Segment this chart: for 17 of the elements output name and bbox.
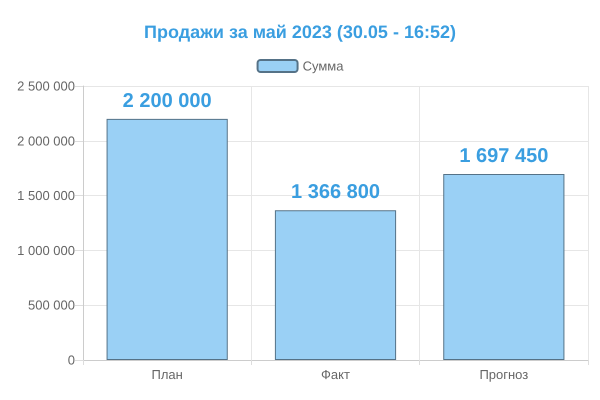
y-tick-label: 2 500 000 [17,78,75,94]
x-tick-label: План [151,367,183,382]
y-tick-label: 0 [68,352,75,368]
data-label: 1 366 800 [291,181,380,204]
bar [106,118,228,360]
y-tick-label: 1 000 000 [17,242,75,258]
chart-title: Продажи за май 2023 (30.05 - 16:52) [144,22,456,42]
y-tick-label: 500 000 [28,298,75,313]
data-label: 2 200 000 [122,90,212,112]
data-label: 1 697 450 [459,144,548,167]
legend-label: Сумма [302,58,344,74]
y-tick-label: 2 000 000 [17,133,75,148]
x-tick-label: Факт [321,367,350,382]
bar [443,174,564,360]
x-tick-label: Прогноз [479,367,528,382]
y-tick-label: 1 500 000 [17,188,75,204]
bar [274,210,396,360]
